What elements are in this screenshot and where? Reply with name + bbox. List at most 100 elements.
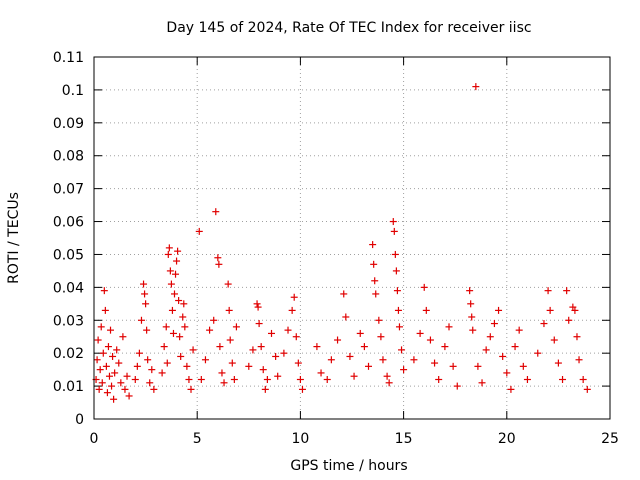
data-point — [507, 385, 515, 393]
data-point — [365, 362, 373, 370]
data-point — [288, 306, 296, 314]
data-point — [356, 329, 364, 337]
data-point — [544, 287, 552, 295]
data-point — [550, 336, 558, 344]
data-point — [350, 372, 358, 380]
data-point — [523, 376, 531, 384]
data-point — [107, 326, 115, 334]
data-point — [416, 329, 424, 337]
y-tick-label: 0.08 — [53, 149, 84, 165]
data-point — [225, 306, 233, 314]
data-point — [375, 316, 383, 324]
data-point — [102, 362, 110, 370]
data-point — [141, 290, 149, 298]
data-point — [206, 326, 214, 334]
data-point — [346, 352, 354, 360]
data-point — [394, 306, 402, 314]
data-point — [195, 227, 203, 235]
data-point — [263, 376, 271, 384]
data-point — [422, 306, 430, 314]
data-point — [96, 366, 104, 374]
grid-layer — [94, 57, 610, 419]
data-point — [117, 379, 125, 387]
data-point — [272, 352, 280, 360]
data-point — [232, 323, 240, 331]
data-point — [104, 343, 112, 351]
data-point — [119, 333, 127, 341]
data-point — [290, 293, 298, 301]
data-point — [230, 376, 238, 384]
data-point — [201, 356, 209, 364]
data-point — [181, 323, 189, 331]
data-point — [515, 326, 523, 334]
data-point — [389, 218, 397, 226]
data-point — [176, 333, 184, 341]
data-point — [431, 359, 439, 367]
data-point — [377, 333, 385, 341]
data-point — [142, 300, 150, 308]
data-point — [410, 356, 418, 364]
data-point — [175, 297, 183, 305]
tick-layer: 0 0.01 0.02 0.03 0.04 0.05 0.06 0.07 0.08 0.09 0.1… — [53, 50, 619, 447]
data-point — [398, 346, 406, 354]
data-point — [317, 369, 325, 377]
data-point — [173, 257, 181, 265]
data-point — [162, 323, 170, 331]
data-point — [113, 346, 121, 354]
data-point — [245, 362, 253, 370]
data-point — [180, 300, 188, 308]
data-point — [111, 369, 119, 377]
data-point — [503, 369, 511, 377]
data-point — [274, 372, 282, 380]
x-axis-title: GPS time / hours — [290, 458, 407, 474]
data-point — [133, 362, 141, 370]
data-point — [125, 392, 133, 400]
data-point — [166, 267, 174, 275]
data-point — [441, 343, 449, 351]
data-point — [226, 336, 234, 344]
data-point — [445, 323, 453, 331]
y-tick-label: 0.06 — [53, 215, 84, 231]
data-point — [169, 329, 177, 337]
data-point — [426, 336, 434, 344]
data-point — [449, 362, 457, 370]
data-point — [131, 376, 139, 384]
data-point — [168, 306, 176, 314]
data-point — [468, 313, 476, 321]
x-tick-label: 20 — [498, 431, 516, 447]
data-point — [390, 227, 398, 235]
data-points — [92, 83, 591, 403]
data-point — [495, 306, 503, 314]
x-tick-label: 5 — [193, 431, 202, 447]
data-point — [519, 362, 527, 370]
data-point — [163, 359, 171, 367]
data-point — [469, 326, 477, 334]
data-point — [148, 366, 156, 374]
data-point — [360, 343, 368, 351]
data-point — [372, 290, 380, 298]
data-point — [98, 379, 106, 387]
data-point — [579, 376, 587, 384]
x-tick-label: 10 — [291, 431, 309, 447]
data-point — [474, 362, 482, 370]
data-point — [103, 389, 111, 397]
data-point — [313, 343, 321, 351]
data-point — [123, 372, 131, 380]
data-point — [100, 287, 108, 295]
data-point — [255, 320, 263, 328]
y-tick-label: 0.03 — [53, 313, 84, 329]
data-point — [253, 300, 261, 308]
data-point — [323, 376, 331, 384]
data-point — [385, 379, 393, 387]
data-point — [261, 385, 269, 393]
data-point — [327, 356, 335, 364]
data-point — [224, 280, 232, 288]
data-point — [170, 290, 178, 298]
y-tick-label: 0.05 — [53, 247, 84, 263]
data-point — [218, 369, 226, 377]
data-point — [94, 336, 102, 344]
data-point — [511, 343, 519, 351]
data-point — [210, 316, 218, 324]
data-point — [140, 280, 148, 288]
data-point — [391, 250, 399, 258]
